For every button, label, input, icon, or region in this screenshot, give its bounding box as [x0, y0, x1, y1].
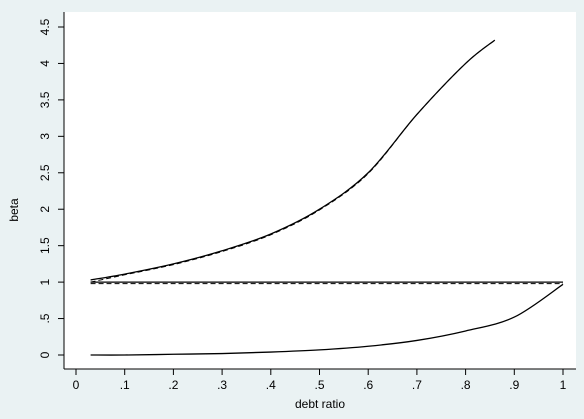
y-tick-label: .5: [38, 313, 52, 323]
x-tick-label: .6: [363, 378, 373, 392]
y-tick-label: 2: [38, 206, 52, 213]
x-tick-label: .3: [217, 378, 227, 392]
y-tick-label: 1: [38, 278, 52, 285]
x-tick-label: .9: [509, 378, 519, 392]
x-tick-label: .7: [412, 378, 422, 392]
series-line-2-dashed: [90, 39, 496, 283]
y-tick-label: 4.5: [38, 18, 52, 35]
x-tick-label: .2: [168, 378, 178, 392]
y-tick-label: 0: [38, 351, 52, 358]
y-tick-label: 3: [38, 133, 52, 140]
x-tick-label: .8: [461, 378, 471, 392]
x-tick-label: .4: [266, 378, 276, 392]
series-layer: [90, 39, 564, 356]
y-axis: 0 .5 1 1.5 2 2.5 3 3.5 4 4.5: [38, 12, 65, 369]
y-axis-title: beta: [7, 198, 21, 222]
y-tick-label: 4: [38, 60, 52, 67]
x-axis: 0 .1 .2 .3 .4 .5 .6 .7 .8 .9 1: [64, 368, 576, 392]
y-tick-label: 1.5: [38, 237, 52, 254]
y-tick-label: 2.5: [38, 164, 52, 181]
x-tick-label: 0: [73, 378, 80, 392]
x-tick-label: 1: [560, 378, 567, 392]
series-line-5-solid: [90, 283, 564, 356]
x-tick-label: .5: [314, 378, 324, 392]
x-axis-title: debt ratio: [295, 397, 345, 411]
y-tick-label: 3.5: [38, 91, 52, 108]
plot-region: [64, 12, 576, 369]
x-tick-label: .1: [120, 378, 130, 392]
